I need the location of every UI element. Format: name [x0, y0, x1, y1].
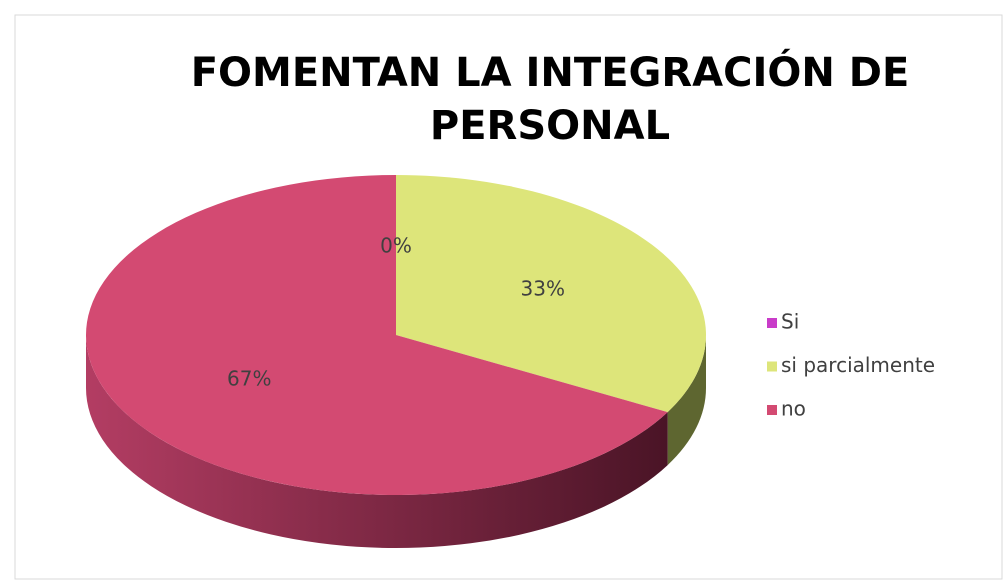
chart-title: FOMENTAN LA INTEGRACIÓN DE PERSONAL [191, 48, 910, 149]
legend-swatch [767, 405, 777, 415]
data-label: 0% [380, 234, 412, 258]
legend-swatch [767, 361, 777, 372]
legend-swatch [767, 318, 777, 328]
legend-label: si parcialmente [781, 353, 935, 377]
pie-slice [86, 175, 668, 496]
legend-label: no [781, 397, 806, 421]
pie-side [667, 335, 706, 466]
data-label: 67% [227, 366, 271, 390]
pie-side [86, 335, 668, 549]
data-label: 33% [521, 277, 565, 301]
legend-label: Si [781, 310, 799, 334]
pie-slice [396, 175, 706, 413]
